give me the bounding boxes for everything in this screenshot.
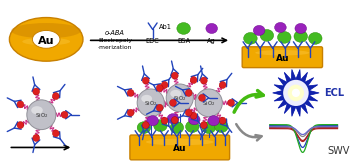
Ellipse shape xyxy=(137,89,164,117)
FancyBboxPatch shape xyxy=(242,47,322,68)
Ellipse shape xyxy=(199,95,210,102)
Text: ECL: ECL xyxy=(324,88,344,98)
Ellipse shape xyxy=(141,95,152,102)
Text: SiO$_2$: SiO$_2$ xyxy=(173,94,187,103)
Ellipse shape xyxy=(127,109,134,116)
Polygon shape xyxy=(273,70,319,116)
Ellipse shape xyxy=(17,101,24,108)
Text: EDC: EDC xyxy=(146,38,160,44)
Text: o-ABA: o-ABA xyxy=(105,30,125,36)
Ellipse shape xyxy=(161,117,168,124)
Ellipse shape xyxy=(219,117,226,124)
Ellipse shape xyxy=(171,117,178,123)
Ellipse shape xyxy=(215,121,228,133)
FancyBboxPatch shape xyxy=(130,135,230,160)
Ellipse shape xyxy=(171,72,178,79)
Text: SWV: SWV xyxy=(328,146,350,156)
Text: SiO$_2$: SiO$_2$ xyxy=(202,99,216,108)
Ellipse shape xyxy=(253,25,265,35)
Ellipse shape xyxy=(278,31,291,43)
Ellipse shape xyxy=(137,122,151,133)
Ellipse shape xyxy=(200,122,207,129)
Ellipse shape xyxy=(161,82,168,88)
Ellipse shape xyxy=(295,23,307,33)
Ellipse shape xyxy=(10,18,83,61)
Text: Electropoly: Electropoly xyxy=(98,38,132,43)
Ellipse shape xyxy=(52,130,59,137)
Ellipse shape xyxy=(52,93,59,100)
Ellipse shape xyxy=(33,88,40,95)
Text: Ab1: Ab1 xyxy=(159,24,171,31)
Ellipse shape xyxy=(177,23,190,34)
Ellipse shape xyxy=(208,116,219,126)
Ellipse shape xyxy=(31,106,43,114)
Ellipse shape xyxy=(199,94,205,101)
Text: Au: Au xyxy=(276,54,289,63)
Ellipse shape xyxy=(202,122,216,133)
Text: SiO$_2$: SiO$_2$ xyxy=(35,111,48,120)
Text: Au: Au xyxy=(38,36,55,46)
Ellipse shape xyxy=(200,77,207,84)
Text: SiO$_2$: SiO$_2$ xyxy=(144,99,158,108)
Ellipse shape xyxy=(17,122,24,129)
Ellipse shape xyxy=(188,115,200,125)
Ellipse shape xyxy=(166,84,193,112)
Ellipse shape xyxy=(255,50,309,55)
Ellipse shape xyxy=(292,89,300,97)
Ellipse shape xyxy=(219,82,226,88)
Text: BSA: BSA xyxy=(177,38,190,44)
Ellipse shape xyxy=(33,134,40,141)
Ellipse shape xyxy=(190,112,197,119)
Ellipse shape xyxy=(195,89,222,117)
Ellipse shape xyxy=(190,77,197,83)
Ellipse shape xyxy=(127,89,134,96)
Ellipse shape xyxy=(142,122,149,129)
Ellipse shape xyxy=(170,90,181,98)
Ellipse shape xyxy=(147,116,159,126)
Ellipse shape xyxy=(170,99,176,106)
Ellipse shape xyxy=(206,23,217,33)
Ellipse shape xyxy=(11,23,81,38)
Ellipse shape xyxy=(170,122,184,133)
Ellipse shape xyxy=(156,84,163,92)
Ellipse shape xyxy=(244,32,257,44)
Ellipse shape xyxy=(146,139,213,145)
Ellipse shape xyxy=(185,109,192,116)
Ellipse shape xyxy=(283,80,309,106)
Ellipse shape xyxy=(228,99,234,106)
Ellipse shape xyxy=(294,31,308,42)
Ellipse shape xyxy=(288,85,304,101)
Ellipse shape xyxy=(260,30,274,41)
Ellipse shape xyxy=(61,111,68,118)
Ellipse shape xyxy=(185,121,199,133)
Ellipse shape xyxy=(142,77,149,84)
Ellipse shape xyxy=(22,38,70,45)
Ellipse shape xyxy=(156,104,163,111)
Ellipse shape xyxy=(185,89,192,96)
Text: -merization: -merization xyxy=(98,45,132,50)
Ellipse shape xyxy=(167,114,179,124)
Ellipse shape xyxy=(275,22,286,32)
Ellipse shape xyxy=(154,120,167,132)
Text: Ag: Ag xyxy=(207,38,216,44)
Ellipse shape xyxy=(308,32,322,44)
Ellipse shape xyxy=(33,31,60,48)
Text: Au: Au xyxy=(173,144,187,153)
Ellipse shape xyxy=(27,100,56,130)
